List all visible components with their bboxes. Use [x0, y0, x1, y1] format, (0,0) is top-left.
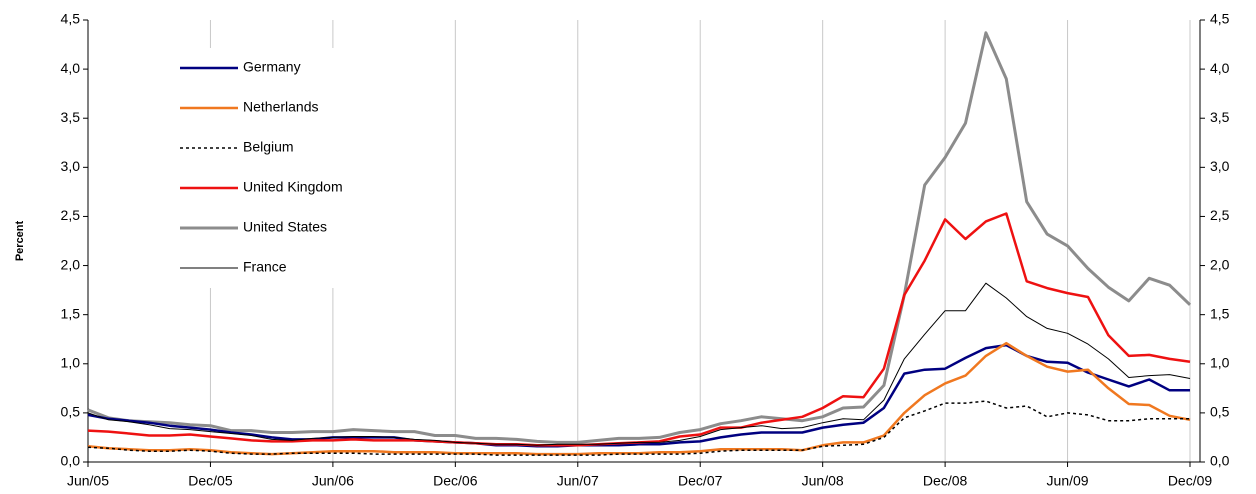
y2-tick-label: 2,0 [1210, 256, 1230, 272]
y2-tick-label: 1,0 [1210, 354, 1230, 370]
x-tick-label: Dec/07 [678, 473, 723, 489]
y2-tick-label: 0,0 [1210, 453, 1230, 469]
x-tick-label: Dec/05 [188, 473, 233, 489]
y-tick-label: 0,5 [61, 404, 81, 420]
x-tick-label: Jun/06 [312, 473, 354, 489]
x-tick-label: Jun/07 [557, 473, 599, 489]
legend-label: Netherlands [243, 99, 319, 115]
y2-tick-label: 0,5 [1210, 404, 1230, 420]
y-tick-label: 3,5 [61, 109, 81, 125]
y2-tick-label: 1,5 [1210, 305, 1230, 321]
y-tick-label: 3,0 [61, 158, 81, 174]
legend-label: Belgium [243, 139, 294, 155]
series-line [87, 400, 1190, 456]
x-tick-label: Jun/05 [67, 473, 109, 489]
legend-label: Germany [243, 59, 301, 75]
legend-label: United Kingdom [243, 179, 343, 195]
y2-tick-label: 4,0 [1210, 60, 1230, 76]
series-line [87, 282, 1191, 446]
x-tick-label: Dec/08 [923, 473, 968, 489]
y2-tick-label: 3,5 [1210, 109, 1230, 125]
y-tick-label: 1,0 [61, 354, 81, 370]
x-tick-label: Jun/08 [802, 473, 844, 489]
series-line [87, 31, 1192, 444]
series-line [87, 341, 1191, 456]
x-tick-label: Jun/09 [1047, 473, 1089, 489]
y-tick-label: 4,5 [61, 11, 81, 27]
y2-tick-label: 4,5 [1210, 11, 1230, 27]
legend-box [175, 48, 380, 288]
x-tick-label: Dec/06 [433, 473, 478, 489]
x-tick-label: Dec/09 [1168, 473, 1213, 489]
legend-label: United States [243, 219, 327, 235]
y-tick-label: 4,0 [61, 60, 81, 76]
y2-tick-label: 2,5 [1210, 207, 1230, 223]
y2-tick-label: 3,0 [1210, 158, 1230, 174]
y-tick-label: 0,0 [61, 453, 81, 469]
y-tick-label: 2,5 [61, 207, 81, 223]
legend-label: France [243, 259, 287, 275]
y-tick-label: 1,5 [61, 305, 81, 321]
series-line [87, 343, 1190, 448]
y-axis-label: Percent [14, 220, 26, 261]
y-tick-label: 2,0 [61, 256, 81, 272]
